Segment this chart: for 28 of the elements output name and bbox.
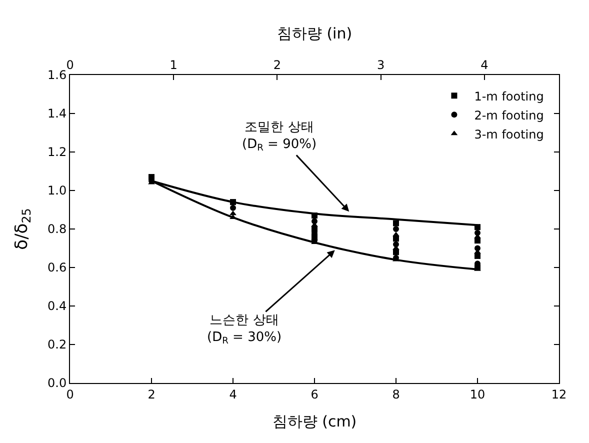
y-tick-label: 1.0 [48, 184, 67, 198]
x-tick-label: 4 [229, 387, 237, 402]
legend-label: 2-m footing [474, 108, 544, 122]
x-tick-label: 0 [66, 387, 74, 402]
x-tick-label: 2 [148, 387, 156, 402]
y-tick-label: 1.6 [48, 68, 67, 82]
legend-label: 3-m footing [474, 127, 544, 142]
x-axis-title: 침하량 (cm) [272, 412, 357, 430]
x-tick-label: 6 [310, 387, 318, 402]
x2-tick-label: 2 [273, 58, 282, 72]
y-tick-label: 0.6 [48, 260, 67, 275]
y-tick-label: 1.2 [48, 145, 67, 160]
x2-axis-title: 침하량 (in) [276, 24, 352, 42]
x2-tick-label: 4 [480, 58, 488, 72]
x-tick-label: 10 [470, 387, 486, 402]
x2-tick-label: 0 [66, 58, 74, 72]
annotation: 느슨한 상태 (D$_{R}$ = 30%) [207, 313, 282, 347]
x2-tick-label: 1 [170, 58, 178, 72]
y-tick-label: 0.8 [48, 222, 67, 236]
y-tick-label: 0.2 [48, 338, 67, 352]
legend-label: 1-m footing [474, 89, 544, 104]
x-tick-label: 8 [392, 387, 400, 402]
x-tick-label: 12 [551, 387, 567, 402]
y-tick-label: 1.4 [48, 106, 67, 121]
y-tick-label: 0.4 [48, 299, 67, 314]
annotation: 조밀한 상태 (D$_{R}$ = 90%) [242, 120, 317, 154]
y-tick-label: 0.0 [48, 376, 67, 390]
x2-tick-label: 3 [376, 58, 385, 72]
